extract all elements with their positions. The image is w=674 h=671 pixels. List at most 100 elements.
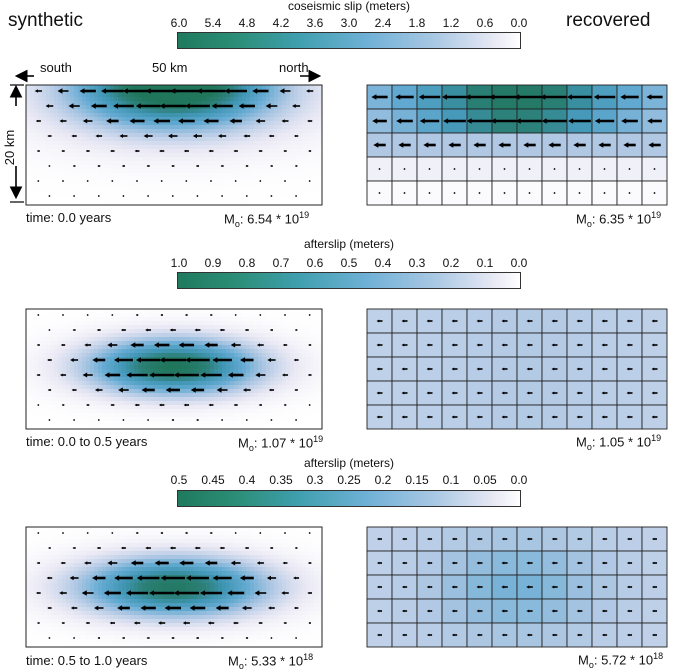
slip-cell [122, 113, 127, 118]
slip-cell [50, 397, 55, 402]
slip-cell [138, 201, 143, 206]
slip-cell [298, 177, 303, 182]
slip-cell [154, 133, 159, 138]
slip-cell [158, 353, 163, 358]
slip-cell [190, 197, 195, 202]
slip-cell [54, 113, 59, 118]
slip-cell [98, 401, 103, 406]
slip-cell [58, 105, 63, 110]
slip-cell [102, 381, 107, 386]
slip-cell [118, 157, 123, 162]
slip-cell [114, 317, 119, 322]
slip-cell [194, 93, 199, 98]
slip-arrow [401, 367, 408, 371]
slip-cell [258, 325, 263, 330]
slip-cell [274, 129, 279, 134]
slip-arrow [119, 134, 128, 138]
slip-cell [42, 161, 47, 166]
slip-cell [314, 349, 319, 354]
colorbar-tick-label: 0.7 [272, 256, 290, 270]
slip-cell [234, 365, 239, 370]
slip-cell [34, 109, 39, 114]
slip-cell [70, 401, 75, 406]
slip-cell [222, 173, 227, 178]
slip-cell [182, 165, 187, 170]
slip-cell [202, 141, 207, 146]
slip-cell [306, 421, 311, 426]
slip-cell [174, 177, 179, 182]
slip-cell [42, 93, 47, 98]
slip-cell [194, 113, 199, 118]
slip-cell [50, 185, 55, 190]
slip-cell [222, 193, 227, 198]
slip-cell [262, 377, 267, 382]
slip-cell [186, 401, 191, 406]
slip-cell [286, 417, 291, 422]
slip-cell [70, 361, 75, 366]
slip-cell [178, 421, 183, 426]
slip-cell [102, 341, 107, 346]
slip-cell [70, 117, 75, 122]
slip-cell [298, 85, 303, 90]
slip-cell [254, 393, 259, 398]
slip-cell [98, 145, 103, 150]
slip-cell [206, 101, 211, 106]
slip-cell [266, 125, 271, 130]
slip-cell [134, 137, 139, 142]
slip-cell [178, 345, 183, 350]
slip-cell [258, 345, 263, 350]
slip-cell [206, 337, 211, 342]
slip-cell [282, 329, 287, 334]
slip-cell [158, 349, 163, 354]
slip-cell [38, 109, 43, 114]
slip-cell [114, 93, 119, 98]
slip-cell [90, 361, 95, 366]
slip-cell [58, 149, 63, 154]
slip-arrow [308, 150, 312, 152]
slip-cell [290, 133, 295, 138]
slip-cell [294, 365, 299, 370]
slip-cell [50, 393, 55, 398]
slip-cell [298, 369, 303, 374]
slip-cell [314, 121, 319, 126]
slip-cell [306, 353, 311, 358]
slip-cell [206, 185, 211, 190]
slip-cell [110, 189, 115, 194]
slip-cell [258, 113, 263, 118]
slip-cell [30, 141, 35, 146]
slip-cell [138, 113, 143, 118]
slip-cell [214, 425, 219, 430]
slip-cell [30, 197, 35, 202]
slip-cell [230, 173, 235, 178]
slip-cell [294, 349, 299, 354]
slip-cell [214, 349, 219, 354]
slip-cell [138, 409, 143, 414]
slip-cell [82, 409, 87, 414]
slip-cell [118, 93, 123, 98]
slip-cell [130, 109, 135, 114]
slip-cell [270, 121, 275, 126]
slip-cell [126, 365, 131, 370]
slip-cell [118, 125, 123, 130]
slip-cell [66, 377, 71, 382]
slip-cell [234, 413, 239, 418]
slip-cell [182, 125, 187, 130]
slip-cell [142, 117, 147, 122]
slip-cell [114, 325, 119, 330]
slip-cell [94, 133, 99, 138]
slip-cell [298, 413, 303, 418]
slip-arrow [620, 94, 639, 100]
slip-cell [274, 161, 279, 166]
slip-cell [142, 173, 147, 178]
slip-cell [74, 101, 79, 106]
slip-cell [234, 137, 239, 142]
slip-cell [314, 321, 319, 326]
colorbar-tick-label: 6.0 [170, 16, 188, 30]
slip-arrow [514, 94, 545, 100]
slip-cell [174, 185, 179, 190]
slip-cell [286, 125, 291, 130]
slip-cell [166, 341, 171, 346]
slip-cell [210, 145, 215, 150]
slip-cell [110, 401, 115, 406]
slip-cell [38, 353, 43, 358]
